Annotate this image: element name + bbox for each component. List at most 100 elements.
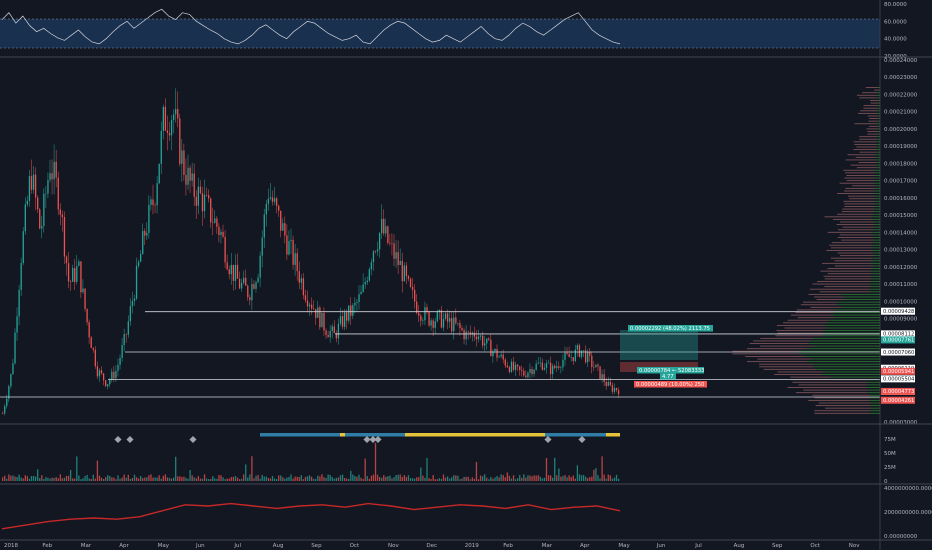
volume-bar — [37, 469, 39, 481]
volume-bar — [525, 477, 527, 481]
volume-bar — [51, 477, 53, 481]
volume-tick-label: 25M — [884, 465, 896, 471]
volume-bar — [238, 479, 241, 481]
rsi-tick-label: 80.0000 — [884, 2, 907, 8]
volume-bar — [224, 479, 226, 481]
volume-bar — [420, 467, 422, 481]
event-diamond[interactable] — [114, 435, 122, 444]
profile-row-down — [776, 324, 824, 326]
profile-row-up — [874, 200, 880, 202]
volume-bar — [430, 479, 432, 481]
event-diamond[interactable] — [363, 435, 371, 444]
candle-body — [105, 380, 107, 387]
volume-bar — [374, 442, 377, 481]
candle-body — [451, 318, 453, 332]
volume-bar — [438, 478, 441, 481]
profile-row-up — [874, 172, 880, 174]
candle-body — [558, 366, 560, 368]
candle-body — [150, 199, 152, 205]
profile-row-up — [870, 410, 880, 412]
candle-body — [240, 283, 243, 289]
volume-bar — [381, 477, 383, 481]
event-diamond[interactable] — [189, 435, 197, 444]
volume-bar — [269, 478, 272, 481]
profile-row-up — [867, 392, 880, 394]
profile-row-down — [870, 100, 879, 101]
profile-row-up — [876, 94, 880, 96]
position-label: 0.00000489 (10.00%) 250 — [636, 382, 704, 388]
profile-row-down — [814, 412, 871, 414]
profile-row-down — [816, 281, 871, 282]
volume-bar — [397, 474, 399, 481]
profile-row-down — [763, 368, 817, 370]
volume-bar — [117, 475, 119, 481]
profile-row-up — [870, 397, 880, 399]
candle-body — [354, 302, 356, 306]
candle-body — [432, 320, 434, 328]
volume-bar — [191, 475, 193, 481]
candle-body — [22, 231, 24, 264]
candle-body — [265, 203, 267, 215]
profile-row-down — [862, 92, 878, 94]
volume-bar — [109, 475, 111, 481]
volume-bar — [442, 474, 445, 481]
event-diamond[interactable] — [369, 435, 377, 444]
event-diamond[interactable] — [544, 435, 552, 444]
candle-body — [286, 235, 288, 255]
candle-body — [119, 357, 121, 365]
volume-profile — [732, 87, 880, 414]
volume-bar — [26, 476, 29, 481]
volume-bar — [232, 476, 235, 481]
volume-bar — [399, 474, 401, 481]
volume-bar — [154, 477, 156, 481]
event-diamond[interactable] — [126, 435, 134, 444]
volume-bar — [90, 479, 92, 481]
candle-body — [135, 265, 138, 299]
profile-row-up — [813, 345, 880, 347]
volume-bar — [486, 477, 488, 481]
position-label: 0.00002292 (48.02%) 2113.75 — [630, 326, 710, 332]
candle-body — [140, 254, 142, 262]
profile-row-down — [863, 105, 878, 107]
x-axis: 2018 Feb Mar Apr May Jun Jul Aug Sep Oct Nov Dec 201… — [4, 543, 860, 549]
candle-body — [389, 242, 391, 244]
candle-body — [187, 167, 189, 185]
candle-body — [154, 205, 156, 206]
profile-row-up — [836, 304, 880, 306]
profile-row-down — [853, 141, 877, 143]
volume-bar — [510, 478, 513, 481]
volume-bar — [473, 478, 476, 481]
profile-row-up — [878, 115, 880, 117]
profile-row-down — [802, 301, 838, 303]
event-diamond[interactable] — [374, 435, 382, 444]
volume-bar — [245, 464, 247, 481]
profile-row-down — [784, 327, 828, 329]
volume-bar — [28, 478, 31, 481]
profile-row-down — [868, 120, 879, 122]
x-tick-label: 2018 — [4, 543, 18, 549]
profile-row-up — [874, 174, 880, 176]
volume-bar — [358, 474, 360, 481]
candle-body — [131, 301, 134, 307]
volume-bar — [446, 476, 449, 481]
candle-body — [362, 284, 364, 292]
volume-bar — [333, 478, 335, 481]
event-diamond[interactable] — [578, 435, 586, 444]
position-label-box — [637, 367, 704, 374]
volume-bar — [55, 477, 57, 481]
volume-bar — [129, 479, 132, 481]
volume-bar — [432, 474, 434, 481]
volume-bar — [142, 478, 144, 481]
candle-body — [393, 243, 395, 259]
profile-row-down — [874, 89, 880, 91]
profile-row-down — [824, 278, 872, 280]
candle-body — [111, 371, 113, 380]
candle-body — [288, 241, 290, 255]
volume-bar — [461, 478, 463, 481]
profile-row-down — [777, 371, 824, 373]
candle-body — [232, 264, 235, 281]
profile-row-down — [830, 247, 873, 249]
volume-bar — [253, 478, 255, 481]
profile-row-down — [856, 167, 877, 169]
